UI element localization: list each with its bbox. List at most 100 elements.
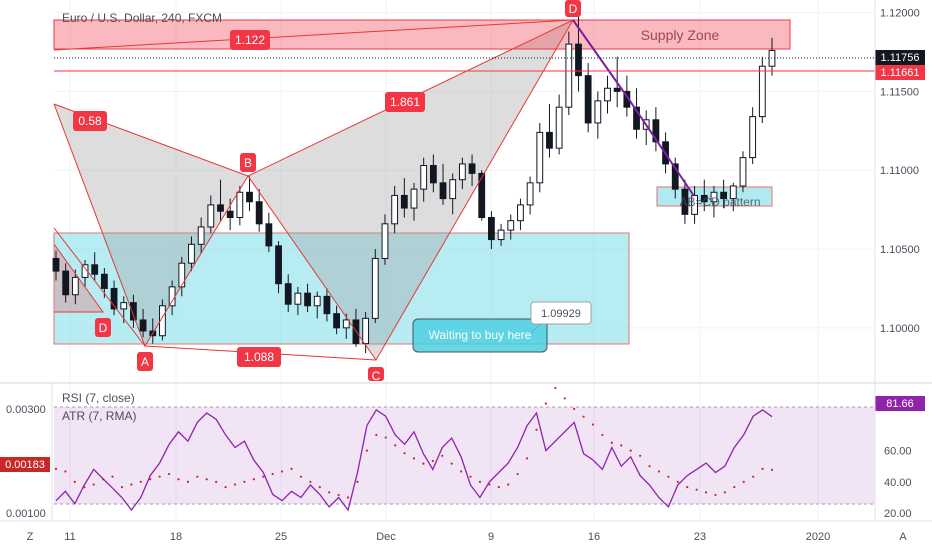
supply-zone-label: Supply Zone (641, 27, 720, 43)
candle (81, 260, 89, 287)
atr-point (544, 402, 547, 405)
atr-point (516, 472, 519, 476)
atr-point (761, 467, 764, 470)
atr-point (64, 470, 67, 473)
atr-point (601, 433, 604, 437)
atr-point (620, 444, 623, 447)
drawings-front (53, 18, 875, 361)
ratio-badge-xd (230, 30, 270, 50)
point-d-left-badge (95, 318, 111, 337)
price-tick-label: 1.10500 (880, 244, 920, 256)
atr-point (158, 475, 161, 478)
candle (575, 12, 582, 92)
atr-legend: ATR (7, RMA) (62, 409, 136, 423)
candle (700, 179, 708, 212)
candle (265, 212, 273, 253)
price-tick-label: 1.11000 (880, 165, 919, 177)
atr-point (149, 478, 152, 481)
atr-point (723, 491, 726, 494)
rsi-legend: RSI (7, close) (62, 391, 135, 405)
atr-point (92, 483, 95, 486)
candle (217, 179, 224, 221)
rsi-tick-label: 20.00 (884, 508, 912, 520)
point-d-left-text: D (99, 321, 108, 335)
atr-point (770, 468, 774, 471)
price-axis[interactable]: 1.12000 1.11500 1.11000 1.10500 1.10000 (880, 8, 920, 335)
harmonic-leg-xab (53, 103, 249, 348)
time-tick-label: 11 (64, 531, 75, 543)
atr-point (346, 496, 350, 499)
atr-point (488, 483, 491, 486)
candle (429, 154, 437, 193)
waiting-callout[interactable] (412, 318, 548, 353)
atr-value-tag-text: 0.00183 (5, 459, 45, 471)
price-note[interactable] (530, 301, 592, 325)
candle (633, 88, 640, 139)
candle (517, 198, 524, 231)
time-tick-label: Dec (376, 531, 396, 543)
chart-title: Euro / U.S. Dollar, 240, FXCM (62, 11, 222, 25)
candle (323, 288, 331, 322)
time-tick-label: 2020 (806, 531, 830, 543)
atr-point (394, 444, 397, 447)
atr-point (337, 493, 340, 497)
atr-point (186, 480, 189, 483)
auto-scale-button[interactable]: A (899, 531, 907, 543)
candle (294, 286, 302, 316)
waiting-callout-text: Waiting to buy here (429, 328, 532, 342)
atr-point (742, 480, 745, 483)
atr-point (384, 436, 387, 439)
candle (381, 214, 389, 265)
atr-point (215, 480, 218, 483)
last-price-tag (875, 50, 925, 65)
atr-point (591, 423, 595, 426)
candle (362, 312, 370, 354)
ratio-badge-ac (237, 347, 281, 367)
atr-point (328, 491, 331, 494)
candle (488, 211, 495, 250)
candle (400, 178, 408, 218)
time-axis[interactable]: 11 18 25 Dec 9 16 23 2020 (64, 531, 830, 543)
point-b-text: B (244, 156, 252, 170)
atr-point (629, 449, 632, 452)
ratio-bcd-text: 1.861 (390, 95, 420, 109)
atr-point (120, 485, 124, 489)
atr-point (431, 459, 434, 463)
ratio-badge-bcd (385, 92, 425, 112)
candle (478, 170, 486, 221)
point-a-text: A (141, 355, 149, 369)
atr-point (676, 480, 679, 483)
candle (284, 274, 292, 313)
atr-point (582, 415, 585, 418)
atr-dots (54, 386, 774, 499)
red-price-tag-text: 1.11661 (881, 67, 920, 79)
candle (313, 291, 321, 319)
atr-point (460, 470, 463, 473)
candle (130, 294, 137, 328)
atr-point (695, 488, 698, 491)
point-c-text: C (372, 369, 381, 383)
ratio-xab-text: 0.58 (78, 114, 102, 128)
atr-point (262, 475, 265, 478)
time-tick-label: 23 (694, 531, 706, 543)
ratio-xd-text: 1.122 (235, 33, 265, 47)
atr-point (224, 485, 227, 489)
candle (236, 185, 244, 226)
supply-zone[interactable] (53, 19, 791, 50)
point-a-badge (137, 352, 153, 371)
atr-point (177, 478, 180, 481)
atr-point (271, 472, 274, 476)
indicator-axes[interactable]: 60.00 40.00 20.00 0.00300 0.00100 (6, 404, 912, 520)
candle (52, 250, 60, 281)
candle (304, 283, 311, 313)
candle (536, 122, 544, 193)
candle (681, 179, 689, 224)
indicator-lines (54, 386, 774, 512)
atr-point (667, 475, 670, 478)
zoom-reset-button[interactable]: Z (27, 531, 34, 543)
candle (255, 189, 263, 232)
atr-point (318, 485, 321, 489)
atr-point (167, 472, 171, 476)
atr-point (733, 485, 736, 489)
atr-tick-label: 0.00300 (6, 404, 46, 416)
